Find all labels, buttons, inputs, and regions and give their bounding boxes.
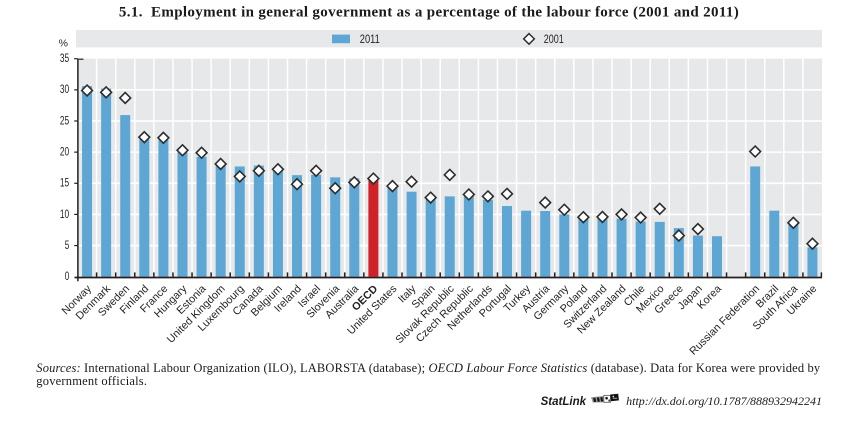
svg-text:30: 30 bbox=[60, 82, 70, 96]
svg-text:Sources: International Labour: Sources: International Labour Organizati… bbox=[36, 361, 821, 375]
svg-text:35: 35 bbox=[60, 51, 70, 65]
svg-text:5: 5 bbox=[65, 238, 70, 252]
svg-text:%: % bbox=[59, 38, 68, 50]
svg-text:http://dx.doi.org/10.1787/8889: http://dx.doi.org/10.1787/888932942241 bbox=[626, 394, 822, 408]
svg-text:10: 10 bbox=[60, 207, 70, 221]
svg-text:government officials.: government officials. bbox=[36, 374, 147, 388]
svg-text:0: 0 bbox=[65, 269, 70, 283]
svg-text:15: 15 bbox=[60, 176, 70, 190]
svg-text:2011: 2011 bbox=[360, 34, 380, 46]
svg-text:2001: 2001 bbox=[544, 34, 564, 46]
svg-text:25: 25 bbox=[60, 113, 70, 127]
svg-text:5.1. Employment in general go: 5.1. Employment in general government as… bbox=[119, 5, 739, 21]
svg-text:StatLink: StatLink bbox=[541, 396, 587, 408]
svg-text:20: 20 bbox=[60, 145, 70, 159]
